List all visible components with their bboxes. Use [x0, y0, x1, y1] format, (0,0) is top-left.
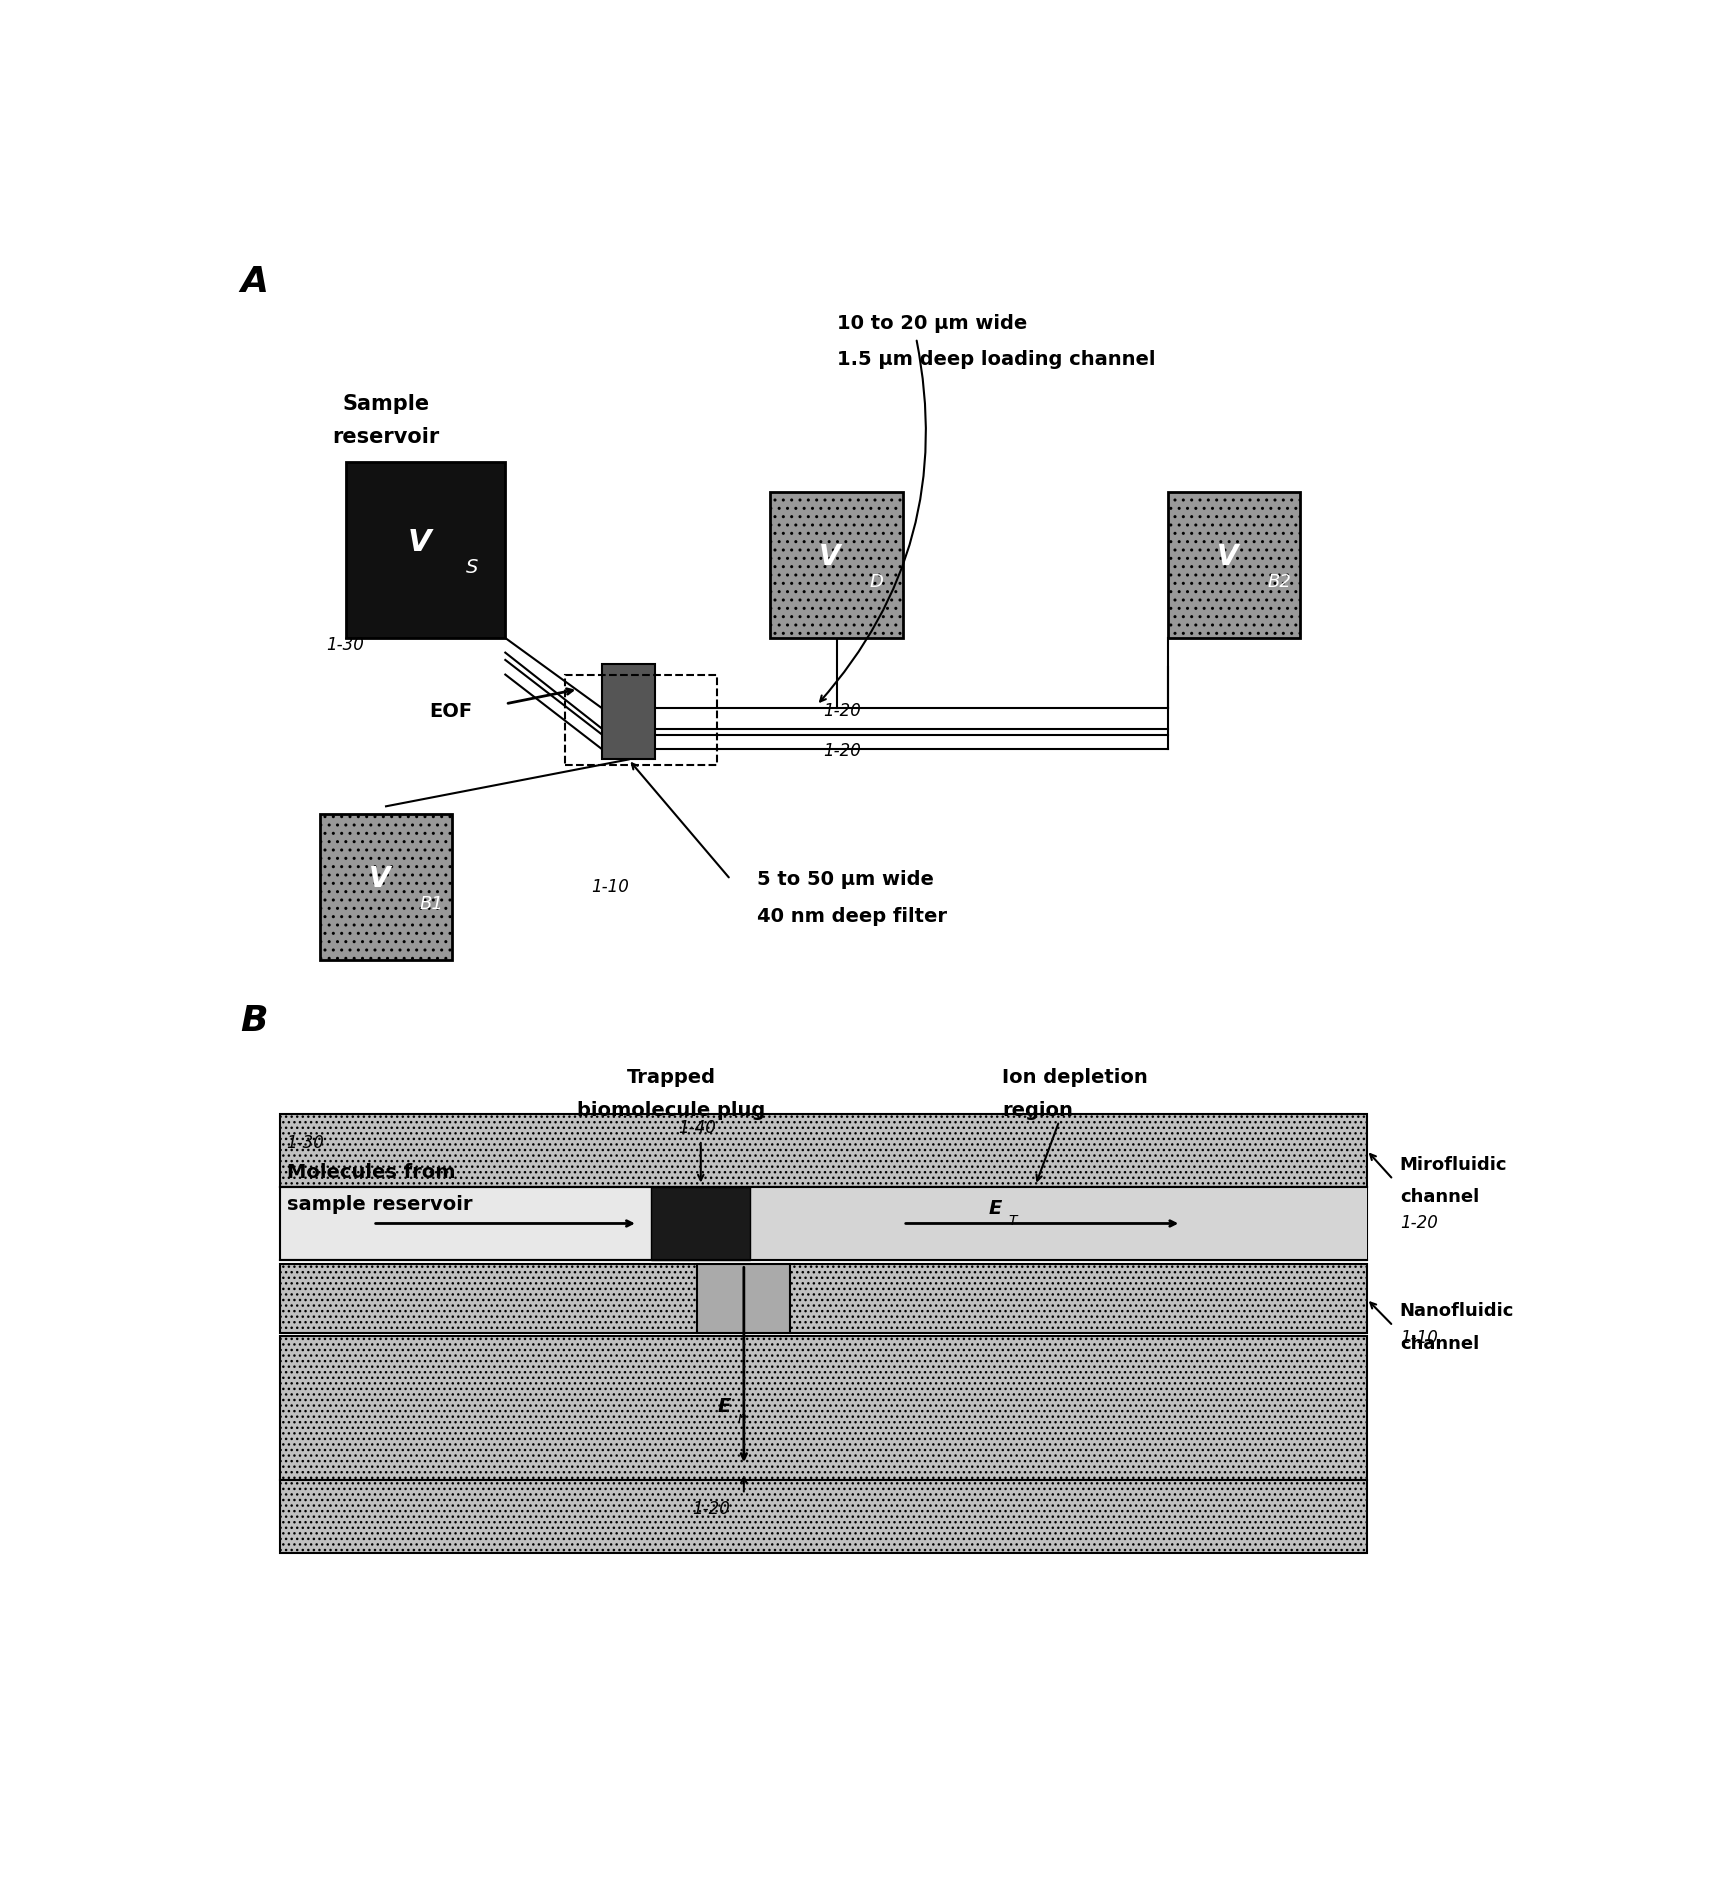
Text: V: V — [407, 528, 431, 557]
Text: A: A — [239, 264, 268, 298]
Text: B1: B1 — [419, 895, 443, 912]
Bar — [320, 814, 451, 960]
Text: channel: channel — [1400, 1188, 1479, 1205]
Text: Sample: Sample — [342, 394, 429, 414]
Bar — [652, 1186, 751, 1260]
Bar — [698, 1264, 790, 1333]
Text: Molecules from: Molecules from — [287, 1163, 455, 1182]
Text: 10 to 20 μm wide: 10 to 20 μm wide — [836, 314, 1028, 333]
Text: V: V — [369, 865, 390, 893]
Bar — [1168, 492, 1301, 639]
Text: V: V — [819, 544, 841, 572]
Text: 1-30: 1-30 — [327, 637, 364, 654]
Text: E: E — [716, 1397, 730, 1416]
Text: V: V — [1218, 544, 1238, 572]
Bar — [770, 492, 903, 639]
Text: 1-40: 1-40 — [679, 1120, 716, 1137]
Text: n: n — [737, 1411, 746, 1426]
Text: sample reservoir: sample reservoir — [287, 1196, 472, 1215]
Bar — [320, 814, 451, 960]
Text: 1-20: 1-20 — [824, 741, 862, 760]
Bar — [770, 492, 903, 639]
Text: 1-20: 1-20 — [1400, 1215, 1438, 1232]
Text: T: T — [1009, 1213, 1017, 1228]
Text: S: S — [465, 559, 477, 578]
Text: reservoir: reservoir — [332, 428, 439, 447]
Text: Mirofluidic: Mirofluidic — [1400, 1156, 1507, 1175]
Text: 1-30: 1-30 — [287, 1135, 325, 1152]
Text: 1-20: 1-20 — [824, 701, 862, 720]
Bar — [602, 663, 655, 760]
Bar — [280, 1264, 1366, 1333]
Text: 1-20: 1-20 — [693, 1500, 730, 1517]
Text: biomolecule plug: biomolecule plug — [576, 1101, 764, 1120]
Bar — [345, 462, 506, 639]
Bar — [564, 675, 716, 766]
Bar — [280, 1336, 1366, 1479]
Text: B: B — [239, 1004, 268, 1038]
Text: 1.5 μm deep loading channel: 1.5 μm deep loading channel — [836, 350, 1156, 369]
Text: E: E — [988, 1200, 1002, 1219]
Text: EOF: EOF — [429, 701, 472, 720]
Text: region: region — [1002, 1101, 1074, 1120]
Text: Ion depletion: Ion depletion — [1002, 1068, 1147, 1087]
Text: 40 nm deep filter: 40 nm deep filter — [758, 907, 947, 926]
Text: channel: channel — [1400, 1335, 1479, 1352]
Text: B2: B2 — [1267, 574, 1291, 591]
Text: 1-10: 1-10 — [592, 878, 629, 895]
Bar — [280, 1114, 1366, 1186]
Bar — [1168, 492, 1301, 639]
Text: Trapped: Trapped — [626, 1068, 715, 1087]
Text: D: D — [870, 574, 884, 591]
Text: Nanofluidic: Nanofluidic — [1400, 1302, 1515, 1321]
Bar — [751, 1186, 1366, 1260]
Text: 5 to 50 μm wide: 5 to 50 μm wide — [758, 871, 934, 890]
Bar — [280, 1479, 1366, 1553]
Bar — [280, 1186, 1366, 1260]
Text: 1-10: 1-10 — [1400, 1329, 1438, 1346]
